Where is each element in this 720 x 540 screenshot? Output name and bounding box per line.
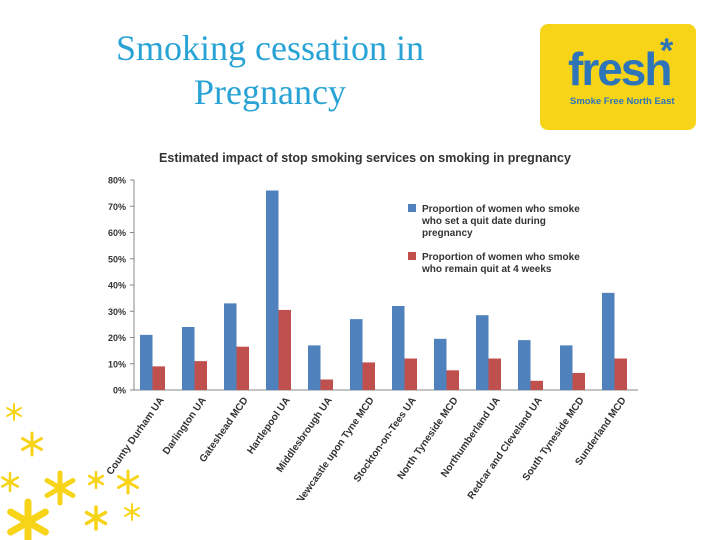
asterisk-icon bbox=[44, 470, 76, 506]
bar-quit-at-4-weeks bbox=[404, 358, 417, 390]
bar-quit-at-4-weeks bbox=[152, 366, 165, 390]
bar-quit-at-4-weeks bbox=[446, 370, 459, 390]
asterisk-icon bbox=[116, 469, 140, 495]
bar-quit-date-set bbox=[476, 315, 489, 390]
bar-quit-date-set bbox=[140, 334, 153, 390]
bar-quit-date-set bbox=[602, 292, 615, 390]
bar-quit-at-4-weeks bbox=[194, 361, 207, 390]
bar-quit-at-4-weeks bbox=[530, 380, 543, 390]
logo-tagline: Smoke Free North East bbox=[570, 96, 675, 107]
y-tick-label: 70% bbox=[108, 202, 126, 212]
asterisk-icon bbox=[87, 470, 105, 490]
bar-quit-date-set bbox=[308, 345, 321, 390]
bar-quit-date-set bbox=[518, 340, 531, 390]
legend-swatch-quit-date-set bbox=[408, 204, 416, 212]
x-tick-label: Redcar and Cleveland UA bbox=[466, 395, 545, 500]
bar-quit-at-4-weeks bbox=[488, 358, 501, 390]
bar-chart: Estimated impact of stop smoking service… bbox=[105, 151, 638, 500]
legend-label-line: Proportion of women who smoke bbox=[422, 204, 580, 215]
slide-title-line-2: Pregnancy bbox=[194, 72, 346, 112]
fresh-logo: fresh * Smoke Free North East bbox=[540, 24, 696, 130]
y-tick-label: 10% bbox=[108, 359, 126, 369]
bar-quit-date-set bbox=[350, 319, 363, 390]
logo-asterisk-icon: * bbox=[660, 32, 674, 70]
bar-quit-at-4-weeks bbox=[236, 346, 249, 390]
legend-label-line: Proportion of women who smoke bbox=[422, 252, 580, 263]
y-tick-label: 50% bbox=[108, 254, 126, 264]
x-tick-label: Newcastle upon Tyne MCD bbox=[295, 395, 377, 500]
logo-word: fresh bbox=[568, 43, 672, 95]
chart-title: Estimated impact of stop smoking service… bbox=[159, 151, 571, 165]
bar-quit-at-4-weeks bbox=[320, 379, 333, 390]
bar-quit-date-set bbox=[560, 345, 573, 390]
bar-quit-at-4-weeks bbox=[572, 372, 585, 390]
legend-swatch-quit-at-4-weeks bbox=[408, 252, 416, 260]
bar-quit-at-4-weeks bbox=[362, 362, 375, 390]
legend-label-line: pregnancy bbox=[422, 228, 473, 239]
y-tick-label: 60% bbox=[108, 228, 126, 238]
bar-quit-date-set bbox=[182, 327, 195, 390]
asterisk-icon bbox=[6, 403, 22, 421]
x-tick-label: Hartlepool UA bbox=[245, 395, 292, 456]
legend-label-line: who remain quit at 4 weeks bbox=[421, 264, 552, 275]
y-tick-label: 0% bbox=[113, 386, 126, 396]
slide-title-line-1: Smoking cessation in bbox=[116, 28, 424, 68]
decorative-asterisks bbox=[0, 403, 140, 540]
y-tick-label: 20% bbox=[108, 333, 126, 343]
bar-quit-date-set bbox=[266, 190, 279, 390]
bar-quit-date-set bbox=[434, 338, 447, 390]
asterisk-icon bbox=[20, 431, 44, 457]
bar-quit-at-4-weeks bbox=[278, 309, 291, 390]
asterisk-icon bbox=[84, 505, 108, 531]
legend-label-line: who set a quit date during bbox=[421, 216, 546, 227]
bar-quit-date-set bbox=[392, 306, 405, 390]
asterisk-icon bbox=[7, 498, 49, 540]
bar-quit-at-4-weeks bbox=[614, 358, 627, 390]
asterisk-icon bbox=[124, 503, 140, 521]
asterisk-icon bbox=[0, 471, 20, 493]
y-tick-label: 30% bbox=[108, 307, 126, 317]
y-tick-label: 40% bbox=[108, 281, 126, 291]
slide-title: Smoking cessation in Pregnancy bbox=[60, 26, 480, 114]
bar-quit-date-set bbox=[224, 303, 237, 390]
y-tick-label: 80% bbox=[108, 176, 126, 186]
